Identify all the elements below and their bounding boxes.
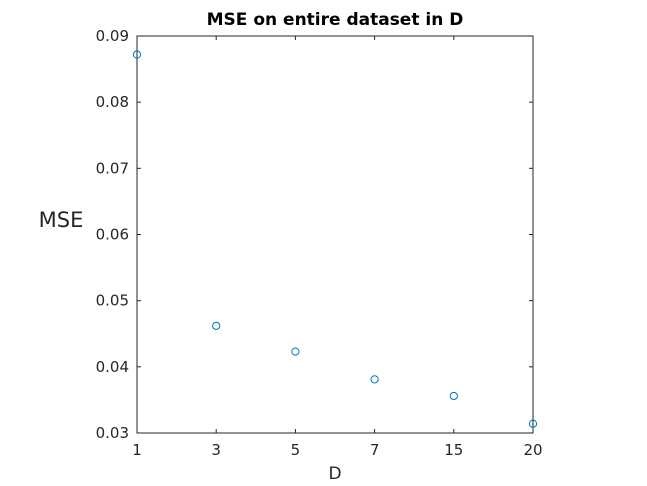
y-tick-label: 0.06 <box>96 226 129 244</box>
data-point <box>449 391 458 401</box>
x-tick-label: 3 <box>211 441 221 459</box>
x-axis-ticks: 1 3 5 7 15 20 <box>132 36 543 459</box>
y-tick-label: 0.08 <box>96 93 129 111</box>
data-point <box>528 419 538 428</box>
x-tick-label: 7 <box>370 441 380 459</box>
x-tick-label: 15 <box>444 441 463 459</box>
data-point <box>212 321 221 330</box>
data-markers <box>132 50 538 428</box>
data-point <box>132 50 142 59</box>
y-tick-label: 0.03 <box>96 424 129 442</box>
x-tick-label: 1 <box>132 441 142 459</box>
y-axis-label: MSE <box>39 208 84 232</box>
plot-area: 0.03 0.04 0.05 0.06 0.07 0.08 0.09 1 3 5 7 15 20 <box>96 27 543 459</box>
x-tick-label: 5 <box>291 441 301 459</box>
axes-box <box>136 35 534 434</box>
y-tick-label: 0.09 <box>96 27 129 45</box>
y-tick-label: 0.07 <box>96 159 129 177</box>
data-point <box>370 375 379 384</box>
y-tick-label: 0.04 <box>96 358 129 376</box>
chart-title: MSE on entire dataset in D <box>207 10 464 30</box>
x-axis-label: D <box>328 464 341 484</box>
y-tick-label: 0.05 <box>96 292 129 310</box>
x-tick-label: 20 <box>523 441 542 459</box>
data-point <box>291 347 300 356</box>
y-axis-ticks: 0.03 0.04 0.05 0.06 0.07 0.08 0.09 <box>96 27 533 442</box>
